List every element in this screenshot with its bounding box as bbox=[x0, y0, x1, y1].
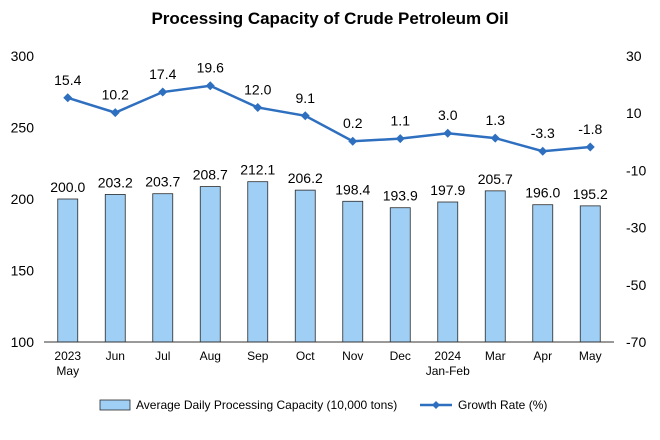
line-point bbox=[300, 111, 310, 121]
bar bbox=[342, 200, 364, 343]
bar bbox=[389, 207, 411, 343]
x-axis: 2023 May Jun Jul Aug Sep Oct Nov Dec 2024 Jan-Feb M… bbox=[44, 341, 614, 378]
legend-line-marker bbox=[432, 401, 440, 409]
line-point bbox=[253, 102, 263, 112]
line-data-label: 12.0 bbox=[244, 81, 271, 97]
left-axis-tick-label: 200 bbox=[11, 191, 35, 207]
bar bbox=[199, 186, 221, 343]
line-data-label: 19.6 bbox=[197, 60, 224, 76]
bar bbox=[579, 205, 601, 343]
line-data-label: 10.2 bbox=[102, 87, 129, 103]
bar bbox=[437, 201, 459, 343]
left-axis-tick-label: 250 bbox=[11, 120, 35, 136]
line-data-label: 3.0 bbox=[438, 107, 458, 123]
bar-data-label: 196.0 bbox=[525, 185, 560, 201]
bar-data-label: 200.0 bbox=[50, 179, 85, 195]
right-axis-tick-label: 10 bbox=[626, 105, 642, 121]
line-point bbox=[205, 81, 215, 91]
line-data-label: -3.3 bbox=[531, 125, 555, 141]
bar-data-label: 206.2 bbox=[288, 170, 323, 186]
bar bbox=[532, 204, 554, 343]
bar-data-label: 203.7 bbox=[145, 174, 180, 190]
line-point bbox=[158, 87, 168, 97]
line-data-label: 17.4 bbox=[149, 66, 176, 82]
bar bbox=[152, 193, 174, 343]
x-axis-tick-label: Sep bbox=[247, 349, 269, 363]
line-data-label: -1.8 bbox=[578, 121, 602, 137]
x-axis-tick-label: Jul bbox=[155, 349, 170, 363]
right-axis: -70 -50 -30 -10 10 30 bbox=[626, 48, 646, 350]
bar-data-label: 193.9 bbox=[383, 188, 418, 204]
x-axis-tick-label: 2023 May bbox=[54, 349, 81, 378]
left-axis-tick-label: 150 bbox=[11, 263, 35, 279]
right-axis-tick-label: 30 bbox=[626, 48, 642, 64]
legend-line-label: Growth Rate (%) bbox=[458, 398, 547, 412]
line-point bbox=[538, 146, 548, 156]
bar bbox=[104, 194, 126, 343]
x-axis-tick-label: Aug bbox=[200, 349, 221, 363]
line-point bbox=[585, 142, 595, 152]
bar-data-label: 203.2 bbox=[98, 174, 133, 190]
right-axis-tick-label: -50 bbox=[626, 277, 646, 293]
left-axis-tick-label: 300 bbox=[11, 48, 35, 64]
line-point bbox=[443, 128, 453, 138]
bar-data-label: 212.1 bbox=[240, 162, 275, 178]
chart-title: Processing Capacity of Crude Petroleum O… bbox=[151, 9, 508, 28]
x-axis-tick-label: Apr bbox=[533, 349, 552, 363]
legend: Average Daily Processing Capacity (10,00… bbox=[99, 398, 547, 412]
line-point bbox=[63, 93, 73, 103]
x-axis-tick-label: May bbox=[579, 349, 602, 363]
line-data-label: 15.4 bbox=[54, 72, 81, 88]
x-axis-tick-label: Jun bbox=[106, 349, 125, 363]
x-axis-tick-label: Oct bbox=[296, 349, 315, 363]
bar bbox=[57, 198, 79, 343]
x-axis-tick-label: Dec bbox=[390, 349, 411, 363]
line-data-label: 0.2 bbox=[343, 115, 363, 131]
left-axis: 100 150 200 250 300 bbox=[11, 48, 35, 350]
bar-data-label: 208.7 bbox=[193, 167, 228, 183]
line-data-label: 1.3 bbox=[486, 112, 506, 128]
bar-data-labels: 200.0 203.2 203.7 208.7 212.1 206.2 198.4 193.9… bbox=[50, 162, 608, 204]
x-axis-tick-label: Mar bbox=[485, 349, 506, 363]
right-axis-tick-label: -70 bbox=[626, 334, 646, 350]
line-data-label: 1.1 bbox=[391, 113, 411, 129]
bar-data-label: 197.9 bbox=[430, 182, 465, 198]
bar bbox=[247, 181, 269, 343]
growth-rate-line bbox=[67, 84, 591, 153]
bar-data-label: 195.2 bbox=[573, 186, 608, 202]
line-point bbox=[490, 133, 500, 143]
bar bbox=[484, 190, 506, 343]
left-axis-tick-label: 100 bbox=[11, 334, 35, 350]
bar-data-label: 198.4 bbox=[335, 181, 370, 197]
bar bbox=[294, 189, 316, 343]
line-data-labels: 15.4 10.2 17.4 19.6 12.0 9.1 0.2 1.1 3.0 1.3 -3.3 -… bbox=[54, 60, 602, 141]
line-series bbox=[63, 81, 595, 156]
legend-bar-swatch bbox=[99, 399, 131, 411]
right-axis-tick-label: -10 bbox=[626, 162, 646, 178]
line-data-label: 9.1 bbox=[296, 90, 316, 106]
right-axis-tick-label: -30 bbox=[626, 220, 646, 236]
legend-bar-label: Average Daily Processing Capacity (10,00… bbox=[136, 398, 397, 412]
bar-series bbox=[57, 181, 601, 343]
line-point bbox=[348, 136, 358, 146]
line-point bbox=[395, 134, 405, 144]
bar-data-label: 205.7 bbox=[478, 171, 513, 187]
x-axis-tick-label: 2024 Jan-Feb bbox=[426, 349, 470, 378]
line-point bbox=[110, 108, 120, 118]
x-axis-tick-label: Nov bbox=[342, 349, 363, 363]
